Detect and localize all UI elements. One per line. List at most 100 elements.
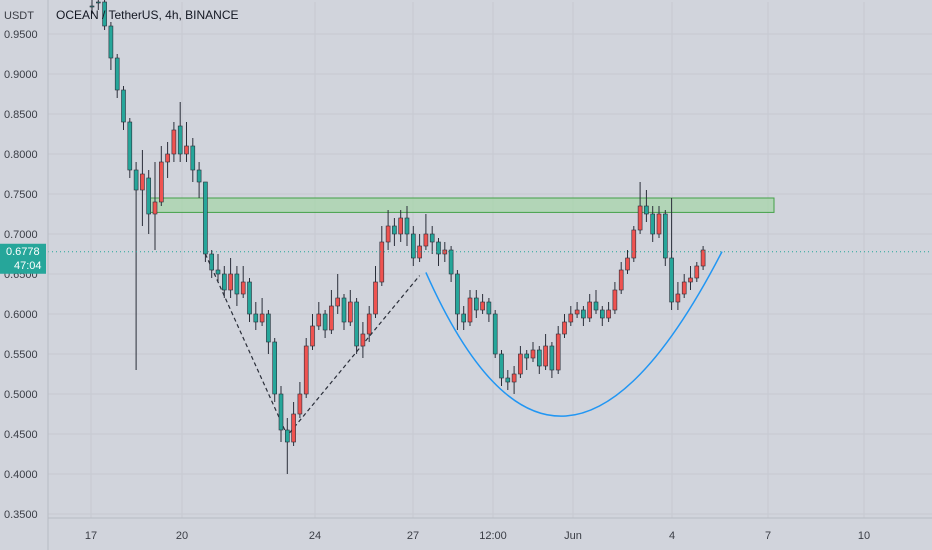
candle xyxy=(310,314,315,350)
candle xyxy=(480,294,485,314)
candle xyxy=(291,402,296,446)
candle xyxy=(562,314,567,338)
candle-body-up xyxy=(650,213,656,235)
candle-body-up xyxy=(455,273,460,315)
candle xyxy=(165,142,170,178)
candle-body-down xyxy=(379,241,385,283)
candle-body-down xyxy=(511,373,517,383)
candle xyxy=(284,418,290,474)
candle xyxy=(675,282,681,310)
candle xyxy=(215,254,221,282)
candle-body-up xyxy=(662,213,668,259)
candle xyxy=(700,246,706,270)
candle xyxy=(159,146,164,206)
candle-body-up xyxy=(461,313,467,323)
candle xyxy=(259,298,265,326)
candle xyxy=(530,342,536,362)
candle-body-up xyxy=(203,181,208,255)
candle xyxy=(366,306,372,342)
y-tick-label: 0.8500 xyxy=(4,109,38,121)
candle xyxy=(599,306,605,326)
candle-body-down xyxy=(618,269,624,291)
x-tick-label: 7 xyxy=(765,530,771,542)
resistance-zone xyxy=(148,197,775,213)
candle-body-down xyxy=(694,265,700,279)
candle-body-up xyxy=(234,273,240,295)
candle xyxy=(505,370,511,390)
candle xyxy=(354,298,359,354)
candle xyxy=(102,0,107,30)
candle xyxy=(404,206,410,246)
x-tick-label: 4 xyxy=(669,530,675,542)
candle xyxy=(574,302,580,318)
candle xyxy=(549,342,555,378)
candle xyxy=(631,226,637,262)
candle-body-up xyxy=(524,353,530,359)
candle-body-down xyxy=(140,173,145,191)
candle-body-up xyxy=(190,145,196,171)
candle-body-down xyxy=(297,393,303,415)
x-tick-label: 12:00 xyxy=(479,530,507,542)
candle xyxy=(606,302,611,322)
countdown-label: 47:04 xyxy=(14,260,42,272)
candle xyxy=(297,382,303,418)
current-price-label: 0.6778 xyxy=(6,246,40,258)
candle-body-down xyxy=(574,309,580,315)
y-tick-label: 0.9500 xyxy=(4,29,38,41)
candle xyxy=(681,274,687,298)
candle-body-up xyxy=(89,5,95,8)
candle-body-up xyxy=(177,125,183,155)
candle-body-down xyxy=(291,413,296,443)
candle-body-down xyxy=(373,281,378,315)
y-tick-label: 0.5000 xyxy=(4,389,38,401)
candle xyxy=(247,278,252,322)
candle-body-down xyxy=(316,313,322,327)
candle xyxy=(177,102,183,162)
candle-body-down xyxy=(562,321,567,335)
candle-body-down xyxy=(530,349,536,359)
x-axis: 17 20 24 27 12:00 Jun 4 7 10 xyxy=(48,517,932,542)
candle-body-down xyxy=(385,225,391,243)
y-tick-label: 0.3500 xyxy=(4,509,38,521)
candle xyxy=(278,386,284,442)
candle xyxy=(448,246,454,282)
candle-body-up xyxy=(121,89,126,123)
candle xyxy=(637,182,643,234)
x-tick-label: 20 xyxy=(176,530,188,542)
y-tick-label: 0.4500 xyxy=(4,429,38,441)
y-tick-label: 0.4000 xyxy=(4,469,38,481)
candle-body-down xyxy=(240,281,246,295)
candle-body-down xyxy=(159,161,164,203)
candle-body-down xyxy=(184,145,189,155)
candle-body-down xyxy=(700,249,706,267)
candle-body-down xyxy=(688,277,693,283)
candle-body-up xyxy=(215,269,221,275)
candle-body-down xyxy=(637,205,643,231)
candle xyxy=(543,334,548,370)
candle xyxy=(486,298,492,322)
candle-body-down xyxy=(335,297,341,307)
candle xyxy=(140,150,145,226)
candle xyxy=(272,338,278,402)
candle-body-up xyxy=(499,353,504,379)
candle-body-up xyxy=(486,301,492,315)
candle-body-down xyxy=(398,217,404,235)
candle-body-up xyxy=(196,169,202,183)
candle xyxy=(347,290,353,326)
candle-body-up xyxy=(247,281,252,315)
candle xyxy=(581,306,586,326)
candle-body-down xyxy=(366,313,372,335)
candle xyxy=(385,210,391,250)
candle xyxy=(152,162,158,250)
candle xyxy=(650,206,656,242)
candle-body-down xyxy=(480,301,485,311)
candle xyxy=(190,138,196,182)
candle xyxy=(146,170,151,234)
candle-body-up xyxy=(96,1,101,4)
candle xyxy=(121,86,126,130)
candle-body-up xyxy=(392,225,397,235)
candle xyxy=(536,346,542,374)
candle xyxy=(492,310,498,358)
candle xyxy=(473,290,479,318)
